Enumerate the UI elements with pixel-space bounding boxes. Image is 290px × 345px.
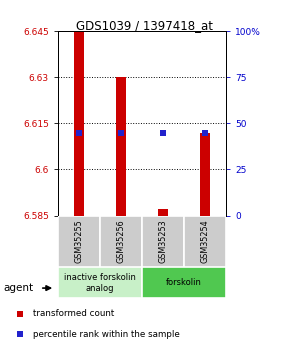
Point: [17, 332, 22, 337]
Text: GSM35256: GSM35256: [117, 220, 126, 263]
Text: GDS1039 / 1397418_at: GDS1039 / 1397418_at: [77, 19, 213, 32]
Point: [161, 130, 165, 135]
Text: GSM35253: GSM35253: [159, 220, 168, 263]
Bar: [200, 132, 211, 216]
Bar: [58, 267, 142, 298]
Bar: [116, 77, 126, 216]
Text: percentile rank within the sample: percentile rank within the sample: [33, 330, 180, 339]
Text: GSM35254: GSM35254: [201, 220, 210, 263]
Bar: [142, 267, 226, 298]
Point: [17, 311, 22, 317]
Bar: [100, 216, 142, 267]
Text: inactive forskolin
analog: inactive forskolin analog: [64, 273, 136, 293]
Bar: [158, 209, 168, 216]
Text: forskolin: forskolin: [166, 278, 202, 287]
Bar: [74, 31, 84, 216]
Bar: [142, 216, 184, 267]
Point: [203, 130, 208, 135]
Bar: [184, 216, 226, 267]
Point: [119, 130, 124, 135]
Text: GSM35255: GSM35255: [75, 220, 84, 263]
Text: transformed count: transformed count: [33, 309, 115, 318]
Bar: [58, 216, 100, 267]
Text: agent: agent: [3, 283, 33, 293]
Point: [77, 130, 81, 135]
